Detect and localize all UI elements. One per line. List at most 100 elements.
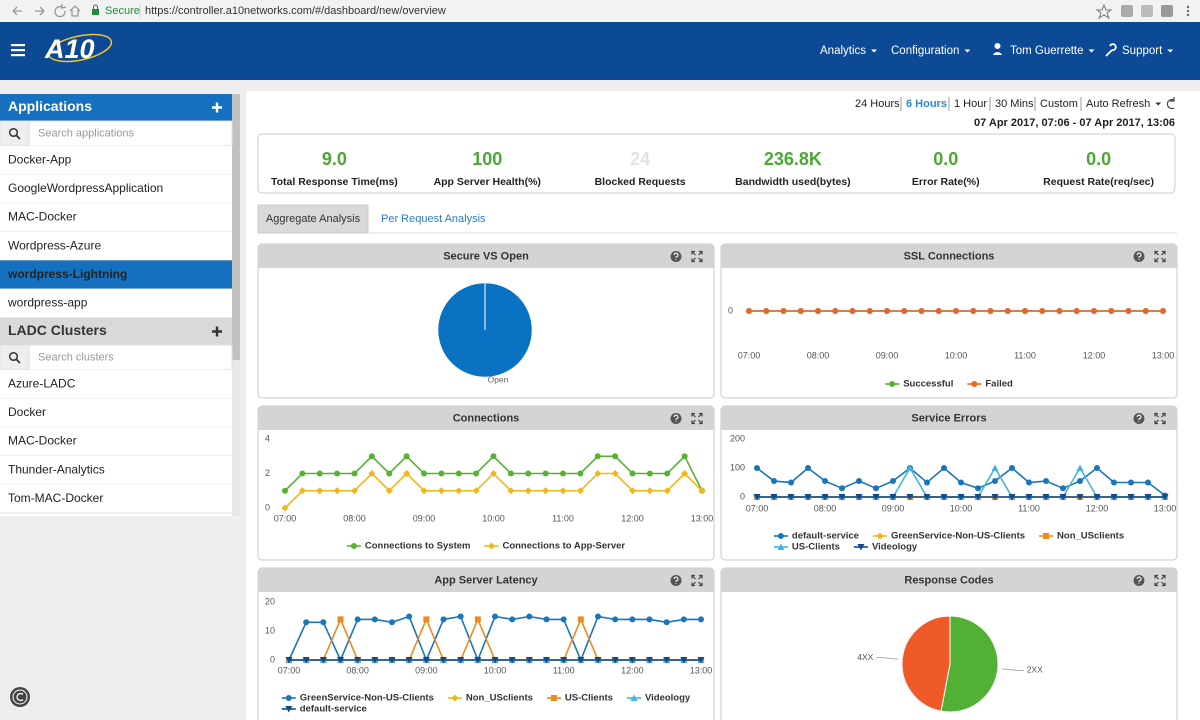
legend-item[interactable]: US-Clients: [773, 542, 840, 553]
help-icon-glyph[interactable]: [673, 252, 679, 260]
extension-icon[interactable]: [1141, 5, 1153, 17]
list-item[interactable]: [0, 146, 232, 175]
home-button[interactable]: [69, 5, 81, 17]
legend-item[interactable]: US-Clients: [546, 693, 613, 704]
legend-item[interactable]: Videology: [626, 693, 691, 704]
hamburger-line[interactable]: [11, 54, 25, 57]
menu-dot[interactable]: [1186, 13, 1190, 17]
time-option[interactable]: 6 Hours: [906, 98, 947, 110]
nav-item[interactable]: Configuration: [891, 45, 959, 57]
legend-item[interactable]: GreenService-Non-US-Clients: [872, 531, 1025, 542]
url[interactable]: https://controller.a10networks.com/#/das…: [145, 5, 446, 17]
reload-button[interactable]: [54, 4, 67, 18]
expand-icon[interactable]: [1154, 574, 1166, 587]
search-button[interactable]: [0, 344, 30, 371]
expand-icon[interactable]: [1154, 412, 1166, 425]
nav-item[interactable]: Support: [1122, 45, 1163, 57]
list-item[interactable]: [0, 231, 232, 261]
legend-item[interactable]: Successful: [885, 379, 953, 390]
hamburger-menu[interactable]: [11, 44, 25, 57]
bookmark-star[interactable]: [1095, 3, 1113, 20]
tab[interactable]: Per Request Analysis: [381, 213, 486, 225]
legend-item[interactable]: Connections to App-Server: [484, 541, 625, 552]
list-item[interactable]: [0, 174, 232, 204]
legend-item[interactable]: Non_USclients: [1039, 531, 1124, 542]
legend-label[interactable]: GreenService-Non-US-Clients: [300, 693, 434, 704]
list-item-label[interactable]: Wordpress-Azure: [8, 238, 101, 252]
list-item-label[interactable]: Docker: [8, 405, 46, 419]
time-option[interactable]: Auto Refresh: [1086, 98, 1150, 110]
legend-label[interactable]: Non_USclients: [1057, 531, 1124, 542]
logo[interactable]: A10: [44, 34, 95, 64]
scroll-thumb[interactable]: [232, 94, 240, 360]
expand-icon[interactable]: [1154, 250, 1166, 263]
expand-icon[interactable]: [691, 412, 703, 425]
list-item-label[interactable]: GoogleWordpressApplication: [8, 181, 163, 195]
legend-label[interactable]: Failed: [985, 379, 1013, 390]
search-button[interactable]: [0, 120, 30, 147]
legend-item[interactable]: default-service: [281, 704, 367, 715]
add-icon[interactable]: [212, 102, 222, 113]
legend-label[interactable]: Non_USclients: [466, 693, 533, 704]
search-icon[interactable]: [8, 351, 19, 362]
legend-label[interactable]: GreenService-Non-US-Clients: [891, 531, 1025, 542]
list-item-label[interactable]: wordpress-app: [7, 295, 88, 309]
menu-dot[interactable]: [1186, 9, 1190, 13]
legend-label[interactable]: Connections to App-Server: [502, 541, 625, 552]
legend-label[interactable]: default-service: [300, 704, 367, 715]
search-icon-handle[interactable]: [15, 358, 21, 364]
legend-label[interactable]: Videology: [872, 542, 918, 553]
help-icon-glyph[interactable]: [1136, 576, 1142, 584]
add-icon[interactable]: [212, 326, 222, 337]
hamburger-line[interactable]: [11, 49, 25, 52]
legend-item[interactable]: GreenService-Non-US-Clients: [281, 693, 434, 704]
legend-item[interactable]: Non_USclients: [447, 693, 533, 704]
extension-icon[interactable]: [1161, 5, 1173, 17]
list-item-label[interactable]: Docker-App: [8, 152, 72, 166]
list-item[interactable]: [0, 427, 232, 456]
legend-label[interactable]: Videology: [645, 693, 691, 704]
help-icon-glyph[interactable]: [1136, 252, 1142, 260]
time-option[interactable]: Custom: [1040, 98, 1078, 110]
list-item-label[interactable]: wordpress-Lightning: [7, 267, 127, 281]
tab[interactable]: Aggregate Analysis: [266, 213, 361, 225]
hamburger-line[interactable]: [11, 44, 25, 47]
legend-label[interactable]: Successful: [903, 379, 953, 390]
browser-nav-buttons[interactable]: [12, 4, 81, 18]
legend-label[interactable]: US-Clients: [792, 542, 840, 553]
list-item[interactable]: [0, 203, 232, 232]
list-item-label[interactable]: MAC-Docker: [8, 434, 77, 448]
forward-button[interactable]: [35, 6, 45, 16]
list-item-label[interactable]: MAC-Docker: [8, 210, 77, 224]
list-item-selected[interactable]: [0, 260, 232, 289]
legend-label[interactable]: Connections to System: [365, 541, 471, 552]
list-item[interactable]: [0, 484, 232, 513]
help-icon-glyph[interactable]: [673, 576, 679, 584]
nav-item[interactable]: Analytics: [820, 45, 866, 57]
help-icon-glyph[interactable]: [673, 414, 679, 422]
list-item[interactable]: [0, 398, 232, 428]
legend-label[interactable]: US-Clients: [565, 693, 613, 704]
legend-item[interactable]: default-service: [773, 531, 859, 542]
expand-icon[interactable]: [691, 250, 703, 263]
list-item-label[interactable]: Thunder-Analytics: [8, 462, 105, 476]
legend-item[interactable]: Failed: [967, 379, 1013, 390]
list-item-label[interactable]: Tom-MAC-Docker: [8, 491, 103, 505]
tab-active[interactable]: [257, 204, 369, 234]
menu-dot[interactable]: [1186, 5, 1190, 9]
list-item-label[interactable]: Azure-LADC: [8, 376, 76, 390]
list-item[interactable]: [0, 370, 232, 399]
legend-item[interactable]: Connections to System: [346, 541, 471, 552]
search-icon-handle[interactable]: [15, 134, 21, 140]
search-input[interactable]: Search applications: [38, 127, 135, 139]
search-icon[interactable]: [8, 127, 19, 138]
legend-label[interactable]: default-service: [792, 531, 859, 542]
back-button[interactable]: [12, 6, 22, 16]
help-icon-glyph[interactable]: [1136, 414, 1142, 422]
legend-item[interactable]: Videology: [853, 542, 918, 553]
time-option[interactable]: 30 Mins: [995, 98, 1034, 110]
search-input[interactable]: Search clusters: [38, 351, 114, 363]
time-option[interactable]: 1 Hour: [954, 98, 987, 110]
help-badge-ring[interactable]: [12, 689, 28, 705]
list-item[interactable]: [0, 289, 232, 318]
